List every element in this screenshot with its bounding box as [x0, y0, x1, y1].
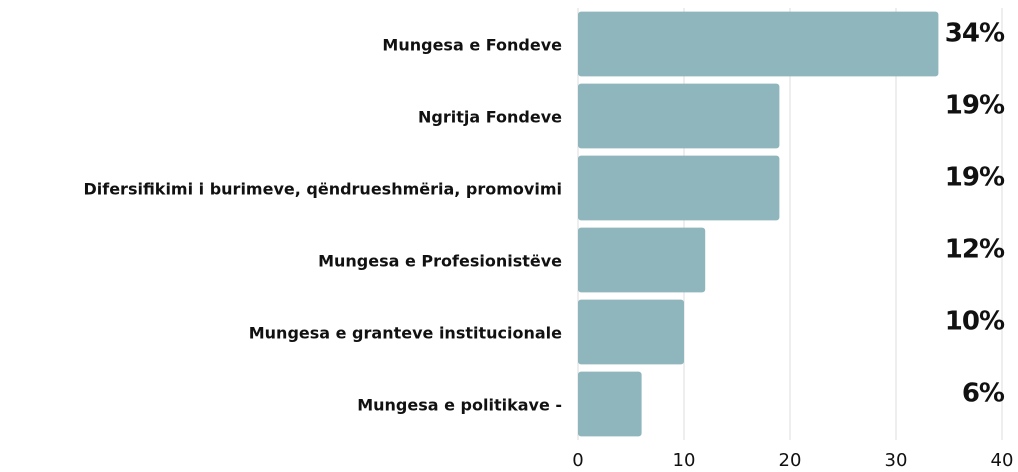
value-label: 19% — [945, 163, 1005, 193]
value-label: 10% — [945, 307, 1005, 337]
category-label: Mungesa e politikave - — [357, 396, 562, 415]
category-label: Difersifikimi i burimeve, qëndrueshmëria… — [83, 180, 562, 199]
x-tick-label: 20 — [779, 450, 802, 471]
category-label: Mungesa e Fondeve — [382, 36, 562, 55]
value-label: 12% — [945, 235, 1005, 265]
bar — [578, 299, 684, 365]
x-tick-label: 30 — [885, 450, 908, 471]
x-tick-label: 40 — [991, 450, 1014, 471]
category-label: Mungesa e granteve institucionale — [249, 324, 562, 343]
value-label: 6% — [962, 379, 1005, 409]
value-label: 34% — [945, 19, 1005, 49]
x-tick-label: 10 — [673, 450, 696, 471]
category-label: Mungesa e Profesionistëve — [318, 252, 562, 271]
bar — [578, 371, 642, 437]
category-label: Ngritja Fondeve — [418, 108, 562, 127]
bar — [578, 83, 780, 149]
value-label: 19% — [945, 91, 1005, 121]
bar — [578, 11, 939, 77]
x-tick-label: 0 — [572, 450, 583, 471]
bar — [578, 155, 780, 221]
bar — [578, 227, 706, 293]
